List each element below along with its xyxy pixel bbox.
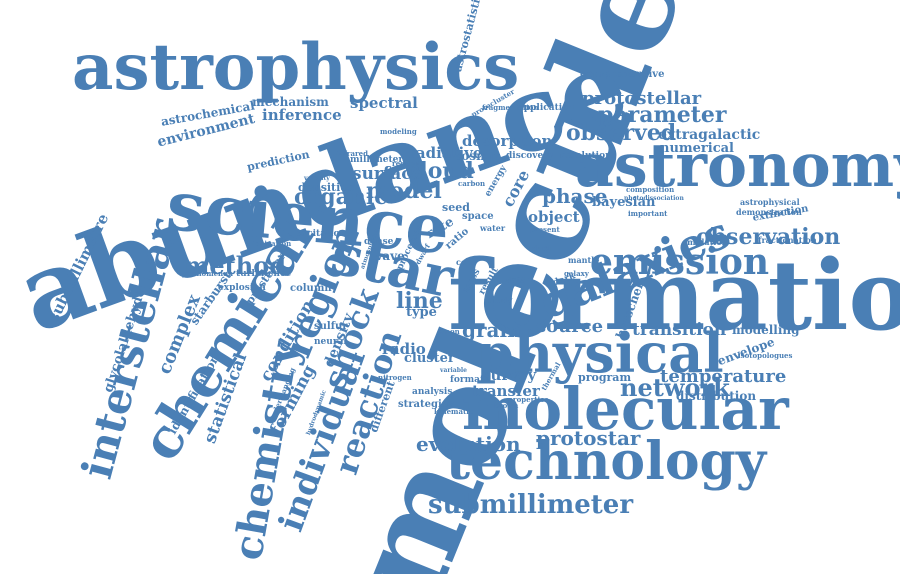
word-technology: technology [446, 431, 767, 492]
word-kinematic: kinematic [434, 407, 474, 416]
word-cluster: cluster [404, 351, 455, 366]
word-transfer: transfer [472, 382, 540, 400]
word-fractionation: fractionation [758, 235, 817, 245]
word-source: source [536, 316, 604, 337]
word-astronomy: astronomy [575, 131, 900, 201]
word-formate: formate [450, 375, 490, 385]
word-explosion: explosion [218, 283, 266, 293]
word-amon: amon [438, 327, 460, 336]
word-densities: densities [298, 181, 354, 194]
word-space: space [462, 211, 494, 222]
word-distribution: distribution [676, 389, 757, 403]
word-present: present [530, 225, 560, 234]
word-inference: inference [262, 106, 342, 124]
word-isotopologues: isotopologues [738, 351, 793, 360]
word-dust: dust [532, 243, 552, 253]
word-discovery: discovery [506, 151, 554, 161]
word-seed: seed [442, 201, 470, 214]
word-evolution: evolution [416, 432, 521, 456]
word-radio: radio [382, 340, 426, 358]
word-properties: properties [508, 395, 549, 404]
word-physical: physical [476, 321, 724, 385]
word-astrophysics: astrophysics [72, 30, 520, 105]
word-transition: transition [632, 320, 727, 340]
word-desorption: desorption [462, 132, 553, 150]
word-resolution: resolution [560, 151, 612, 161]
word-excitation: excitation [296, 229, 347, 239]
word-brown: brown [494, 401, 519, 410]
word-model: model [366, 178, 442, 204]
word-observed: observed [566, 120, 677, 146]
word-organic: organic [294, 184, 388, 210]
word-photodissociation: photodissociation [624, 195, 684, 202]
word-cold: cold [456, 257, 475, 267]
word-grain: grain [462, 318, 522, 342]
word-modelling: modelling [732, 323, 800, 337]
word-protostellar: protostellar [582, 88, 702, 109]
word-formation: formation [448, 239, 900, 352]
word-submillimeter: submillimeter [428, 490, 634, 520]
word-redshift: redshift [392, 159, 423, 168]
word-molecular: molecular [462, 375, 789, 443]
word-survey: survey [482, 366, 537, 384]
word-infrared: infrared [336, 149, 369, 158]
word-emission: emission [590, 241, 770, 283]
word-strategies: strategies [398, 399, 454, 410]
word-wave: wave [372, 249, 405, 263]
word-column: column [290, 283, 332, 294]
word-fragmentation: fragmentation [482, 103, 539, 112]
word-dense: dense [364, 237, 394, 247]
word-surface: surface [352, 164, 423, 184]
word-demonstration: demonstration [736, 207, 802, 217]
word-phenomenon: phenomenon [182, 269, 233, 278]
word-emulation: emulation [682, 237, 728, 247]
word-important: important [628, 209, 668, 218]
word-extragalactic: extragalactic [658, 127, 761, 143]
word-cloud: cloud [406, 158, 474, 184]
word-galaxy: galaxy [564, 269, 589, 278]
word-mantle: mantle [568, 255, 600, 265]
word-line: line [396, 288, 443, 314]
word-protostar: protostar [536, 426, 641, 450]
word-cosmic: cosmic [454, 149, 501, 163]
word-water: water [480, 223, 506, 233]
word-application: application [518, 103, 575, 113]
word-neural: neural [314, 337, 347, 347]
word-network: network [620, 373, 730, 402]
word-astrophysical: astrophysical [740, 197, 800, 207]
word-spectral: spectral [350, 94, 418, 112]
word-radiative: radiative [408, 144, 483, 162]
word-ionization: ionization [252, 239, 292, 248]
word-carbon: carbon [458, 179, 486, 188]
word-composition: composition [626, 185, 675, 194]
word-numerical: numerical [660, 141, 734, 156]
word-program: program [578, 371, 632, 384]
word-observation: observation [696, 224, 841, 250]
word-mechanism: mechanism [252, 95, 329, 109]
word-phase: phase [542, 184, 608, 208]
word-method: method [184, 251, 286, 280]
word-data: data [506, 275, 526, 285]
word-sulfur: sulfur [314, 321, 348, 332]
word-object: object [528, 208, 580, 226]
word-type: type [406, 305, 437, 320]
word-velocity: velocity [304, 175, 330, 182]
word-comprehensive: comprehensive [580, 69, 665, 80]
word-turbulence: turbulence [236, 269, 292, 279]
word-millimeter: millimeter [350, 155, 404, 165]
word-modeling: modeling [380, 127, 417, 136]
word-study: study [488, 295, 513, 305]
word-bayesian: bayesian [592, 195, 656, 210]
word-nitrogen: nitrogen [378, 373, 412, 382]
word-analysis: analysis [412, 387, 453, 397]
word-variable: variable [440, 367, 467, 374]
word-temperature: temperature [660, 366, 787, 387]
word-parameter: parameter [598, 102, 727, 128]
